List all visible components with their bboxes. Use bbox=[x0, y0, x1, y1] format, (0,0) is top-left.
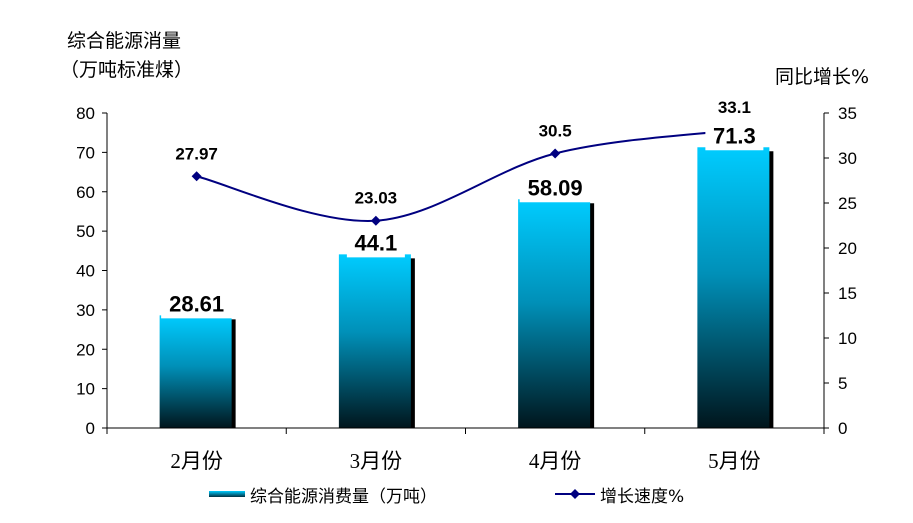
left-tick-label: 40 bbox=[76, 262, 95, 281]
x-tick-label: 5月份 bbox=[708, 449, 761, 473]
legend-line-label: 增长速度% bbox=[600, 487, 684, 507]
growth-value-label: 27.97 bbox=[175, 144, 218, 163]
right-tick-label: 35 bbox=[838, 104, 857, 123]
left-tick-label: 30 bbox=[76, 301, 95, 320]
growth-value-label: 23.03 bbox=[355, 189, 398, 208]
right-tick-label: 25 bbox=[838, 194, 857, 213]
left-tick-label: 10 bbox=[76, 380, 95, 399]
x-tick-label: 3月份 bbox=[350, 449, 403, 473]
bar bbox=[518, 199, 591, 428]
bar-label-bg bbox=[346, 227, 405, 258]
x-tick-label: 4月份 bbox=[529, 449, 582, 473]
right-tick-label: 15 bbox=[838, 284, 857, 303]
bar bbox=[159, 315, 232, 428]
right-tick-label: 5 bbox=[838, 374, 847, 393]
left-tick-label: 60 bbox=[76, 183, 95, 202]
left-tick-label: 50 bbox=[76, 222, 95, 241]
right-tick-label: 0 bbox=[838, 419, 847, 438]
right-axis-title: 同比增长% bbox=[775, 66, 869, 88]
bar-label-bg bbox=[519, 172, 591, 203]
x-tick-label: 2月份 bbox=[170, 449, 223, 473]
growth-marker bbox=[370, 215, 381, 226]
growth-value-label: 33.1 bbox=[718, 98, 751, 117]
right-tick-label: 20 bbox=[838, 239, 857, 258]
growth-value-label: 30.5 bbox=[539, 122, 572, 141]
right-tick-label: 30 bbox=[838, 149, 857, 168]
growth-line bbox=[196, 129, 735, 222]
legend-bar-swatch bbox=[209, 491, 245, 497]
bar-value-label: 71.3 bbox=[713, 123, 756, 148]
legend: 综合能源消费量（万吨） 增长速度% bbox=[209, 487, 684, 507]
left-tick-label: 20 bbox=[76, 340, 95, 359]
bar bbox=[697, 147, 770, 428]
left-tick-label: 0 bbox=[86, 419, 95, 438]
legend-line-marker bbox=[570, 489, 580, 499]
growth-marker bbox=[191, 171, 202, 182]
left-axis-title-line1: 综合能源消量 bbox=[67, 30, 181, 52]
bar-value-label: 58.09 bbox=[528, 175, 583, 200]
bar-value-label: 44.1 bbox=[354, 230, 397, 255]
growth-marker bbox=[550, 148, 561, 159]
left-tick-label: 80 bbox=[76, 104, 95, 123]
right-tick-label: 10 bbox=[838, 329, 857, 348]
bar-value-label: 28.61 bbox=[169, 291, 224, 316]
bar bbox=[338, 254, 411, 428]
legend-bar-label: 综合能源消费量（万吨） bbox=[250, 487, 437, 507]
bar-label-bg bbox=[705, 120, 764, 151]
left-axis-title-line2: （万吨标准煤） bbox=[60, 59, 193, 81]
left-tick-label: 70 bbox=[76, 143, 95, 162]
bar-label-bg bbox=[161, 288, 233, 319]
